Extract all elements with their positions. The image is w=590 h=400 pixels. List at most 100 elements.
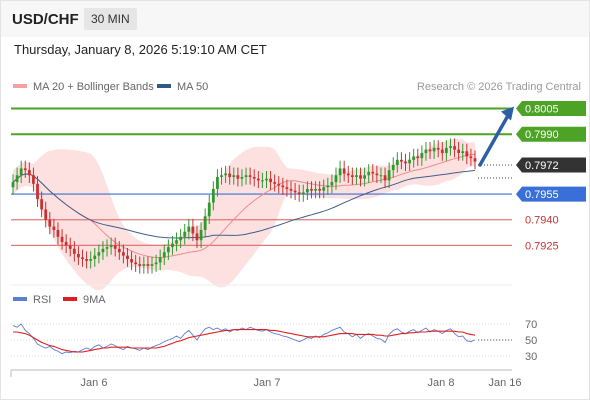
- rsi-9ma-line: [13, 329, 476, 353]
- candle-body: [183, 231, 187, 237]
- legend-9ma-label: 9MA: [83, 294, 106, 306]
- candle-body: [126, 255, 129, 260]
- legend-ma20-label: MA 20 + Bollinger Bands: [33, 81, 154, 93]
- legend-9ma: 9MA: [63, 294, 106, 306]
- candle-body: [408, 159, 411, 164]
- candle-body: [105, 247, 109, 249]
- candle-body: [395, 159, 399, 165]
- candle-body: [383, 175, 387, 181]
- candle-body: [269, 178, 272, 183]
- level-label-0.7940: 0.7940: [525, 215, 559, 227]
- level-label-bg-0.8005: [516, 101, 586, 117]
- candle-body: [305, 188, 309, 193]
- candle-body: [56, 229, 60, 237]
- candle-body: [203, 216, 207, 230]
- candle-body: [338, 168, 342, 176]
- candle-body: [416, 156, 420, 159]
- candle-body: [371, 171, 375, 174]
- rsi-tick-label-50: 50: [525, 335, 537, 347]
- legend-rsi-swatch: [13, 297, 27, 302]
- x-tick-label: Jan 6: [81, 377, 108, 389]
- candle-body: [117, 248, 121, 253]
- candle-body: [240, 176, 244, 179]
- candle-body: [285, 187, 289, 189]
- candle-body: [293, 190, 297, 193]
- candle-body: [404, 161, 407, 164]
- candle-body: [138, 264, 142, 266]
- legend-ma20-swatch: [13, 84, 27, 89]
- candle-body: [314, 188, 317, 191]
- candle-body: [207, 202, 211, 217]
- candle-body: [256, 178, 260, 181]
- candle-body: [432, 147, 436, 152]
- candle-body: [248, 175, 252, 177]
- candle-body: [252, 176, 256, 179]
- candle-body: [179, 236, 183, 241]
- legend-9ma-swatch: [63, 297, 77, 302]
- candle-body: [297, 192, 301, 195]
- candle-body: [453, 146, 456, 150]
- candle-body: [154, 262, 158, 265]
- rsi-tick-label-30: 30: [525, 351, 537, 363]
- candle-body: [27, 170, 31, 176]
- candle-body: [330, 182, 334, 186]
- candle-body: [277, 183, 281, 186]
- level-label-bg-0.7990: [516, 126, 586, 142]
- legend-ma20-bollinger: MA 20 + Bollinger Bands: [13, 81, 154, 93]
- candle-body: [134, 262, 138, 265]
- candle-body: [469, 156, 473, 159]
- candle-body: [457, 149, 461, 154]
- candle-body: [68, 245, 72, 249]
- candle-body: [375, 173, 379, 176]
- candle-body: [199, 229, 203, 241]
- candle-body: [424, 149, 428, 154]
- legend-ma50-swatch: [157, 84, 171, 89]
- x-tick-label: Jan 16: [488, 377, 521, 389]
- candle-body: [175, 240, 178, 244]
- candle-body: [142, 264, 146, 266]
- candle-body: [109, 245, 113, 248]
- candle-body: [171, 243, 174, 248]
- symbol-label: USD/CHF: [12, 11, 79, 28]
- candle-body: [81, 257, 84, 260]
- level-label-0.7990: 0.7990: [525, 129, 559, 141]
- timeframe-button[interactable]: 30 MIN: [84, 8, 137, 30]
- candle-body: [367, 171, 371, 176]
- candle-body: [465, 151, 469, 157]
- candle-body: [162, 252, 166, 258]
- candle-body: [36, 183, 39, 200]
- candle-body: [77, 253, 80, 258]
- candle-body: [420, 153, 424, 159]
- candle-body: [473, 158, 477, 162]
- legend-rsi-label: RSI: [33, 294, 52, 306]
- candle-body: [158, 257, 162, 263]
- candle-body: [11, 182, 15, 188]
- candle-body: [52, 226, 56, 230]
- candle-body: [220, 175, 223, 177]
- candle-body: [23, 168, 27, 171]
- legend-ma50-label: MA 50: [177, 81, 209, 93]
- candle-body: [359, 175, 362, 179]
- candle-body: [224, 173, 228, 176]
- level-label-0.7955: 0.7955: [525, 189, 559, 201]
- candle-body: [301, 192, 305, 195]
- candle-body: [48, 219, 52, 227]
- candle-body: [273, 182, 277, 184]
- candle-body: [191, 226, 195, 234]
- candle-body: [60, 236, 64, 242]
- candle-body: [289, 188, 293, 191]
- candle-body: [19, 168, 23, 176]
- candle-body: [265, 178, 268, 181]
- candle-body: [195, 233, 199, 241]
- candle-body: [236, 175, 240, 179]
- candle-body: [461, 151, 465, 154]
- candle-body: [318, 188, 322, 191]
- candle-body: [211, 188, 215, 203]
- candle-body: [89, 259, 93, 261]
- candle-body: [334, 175, 338, 183]
- candle-body: [449, 146, 452, 148]
- candle-body: [101, 248, 105, 253]
- chart-header: USD/CHF 30 MIN: [1, 1, 589, 37]
- candle-body: [444, 147, 448, 154]
